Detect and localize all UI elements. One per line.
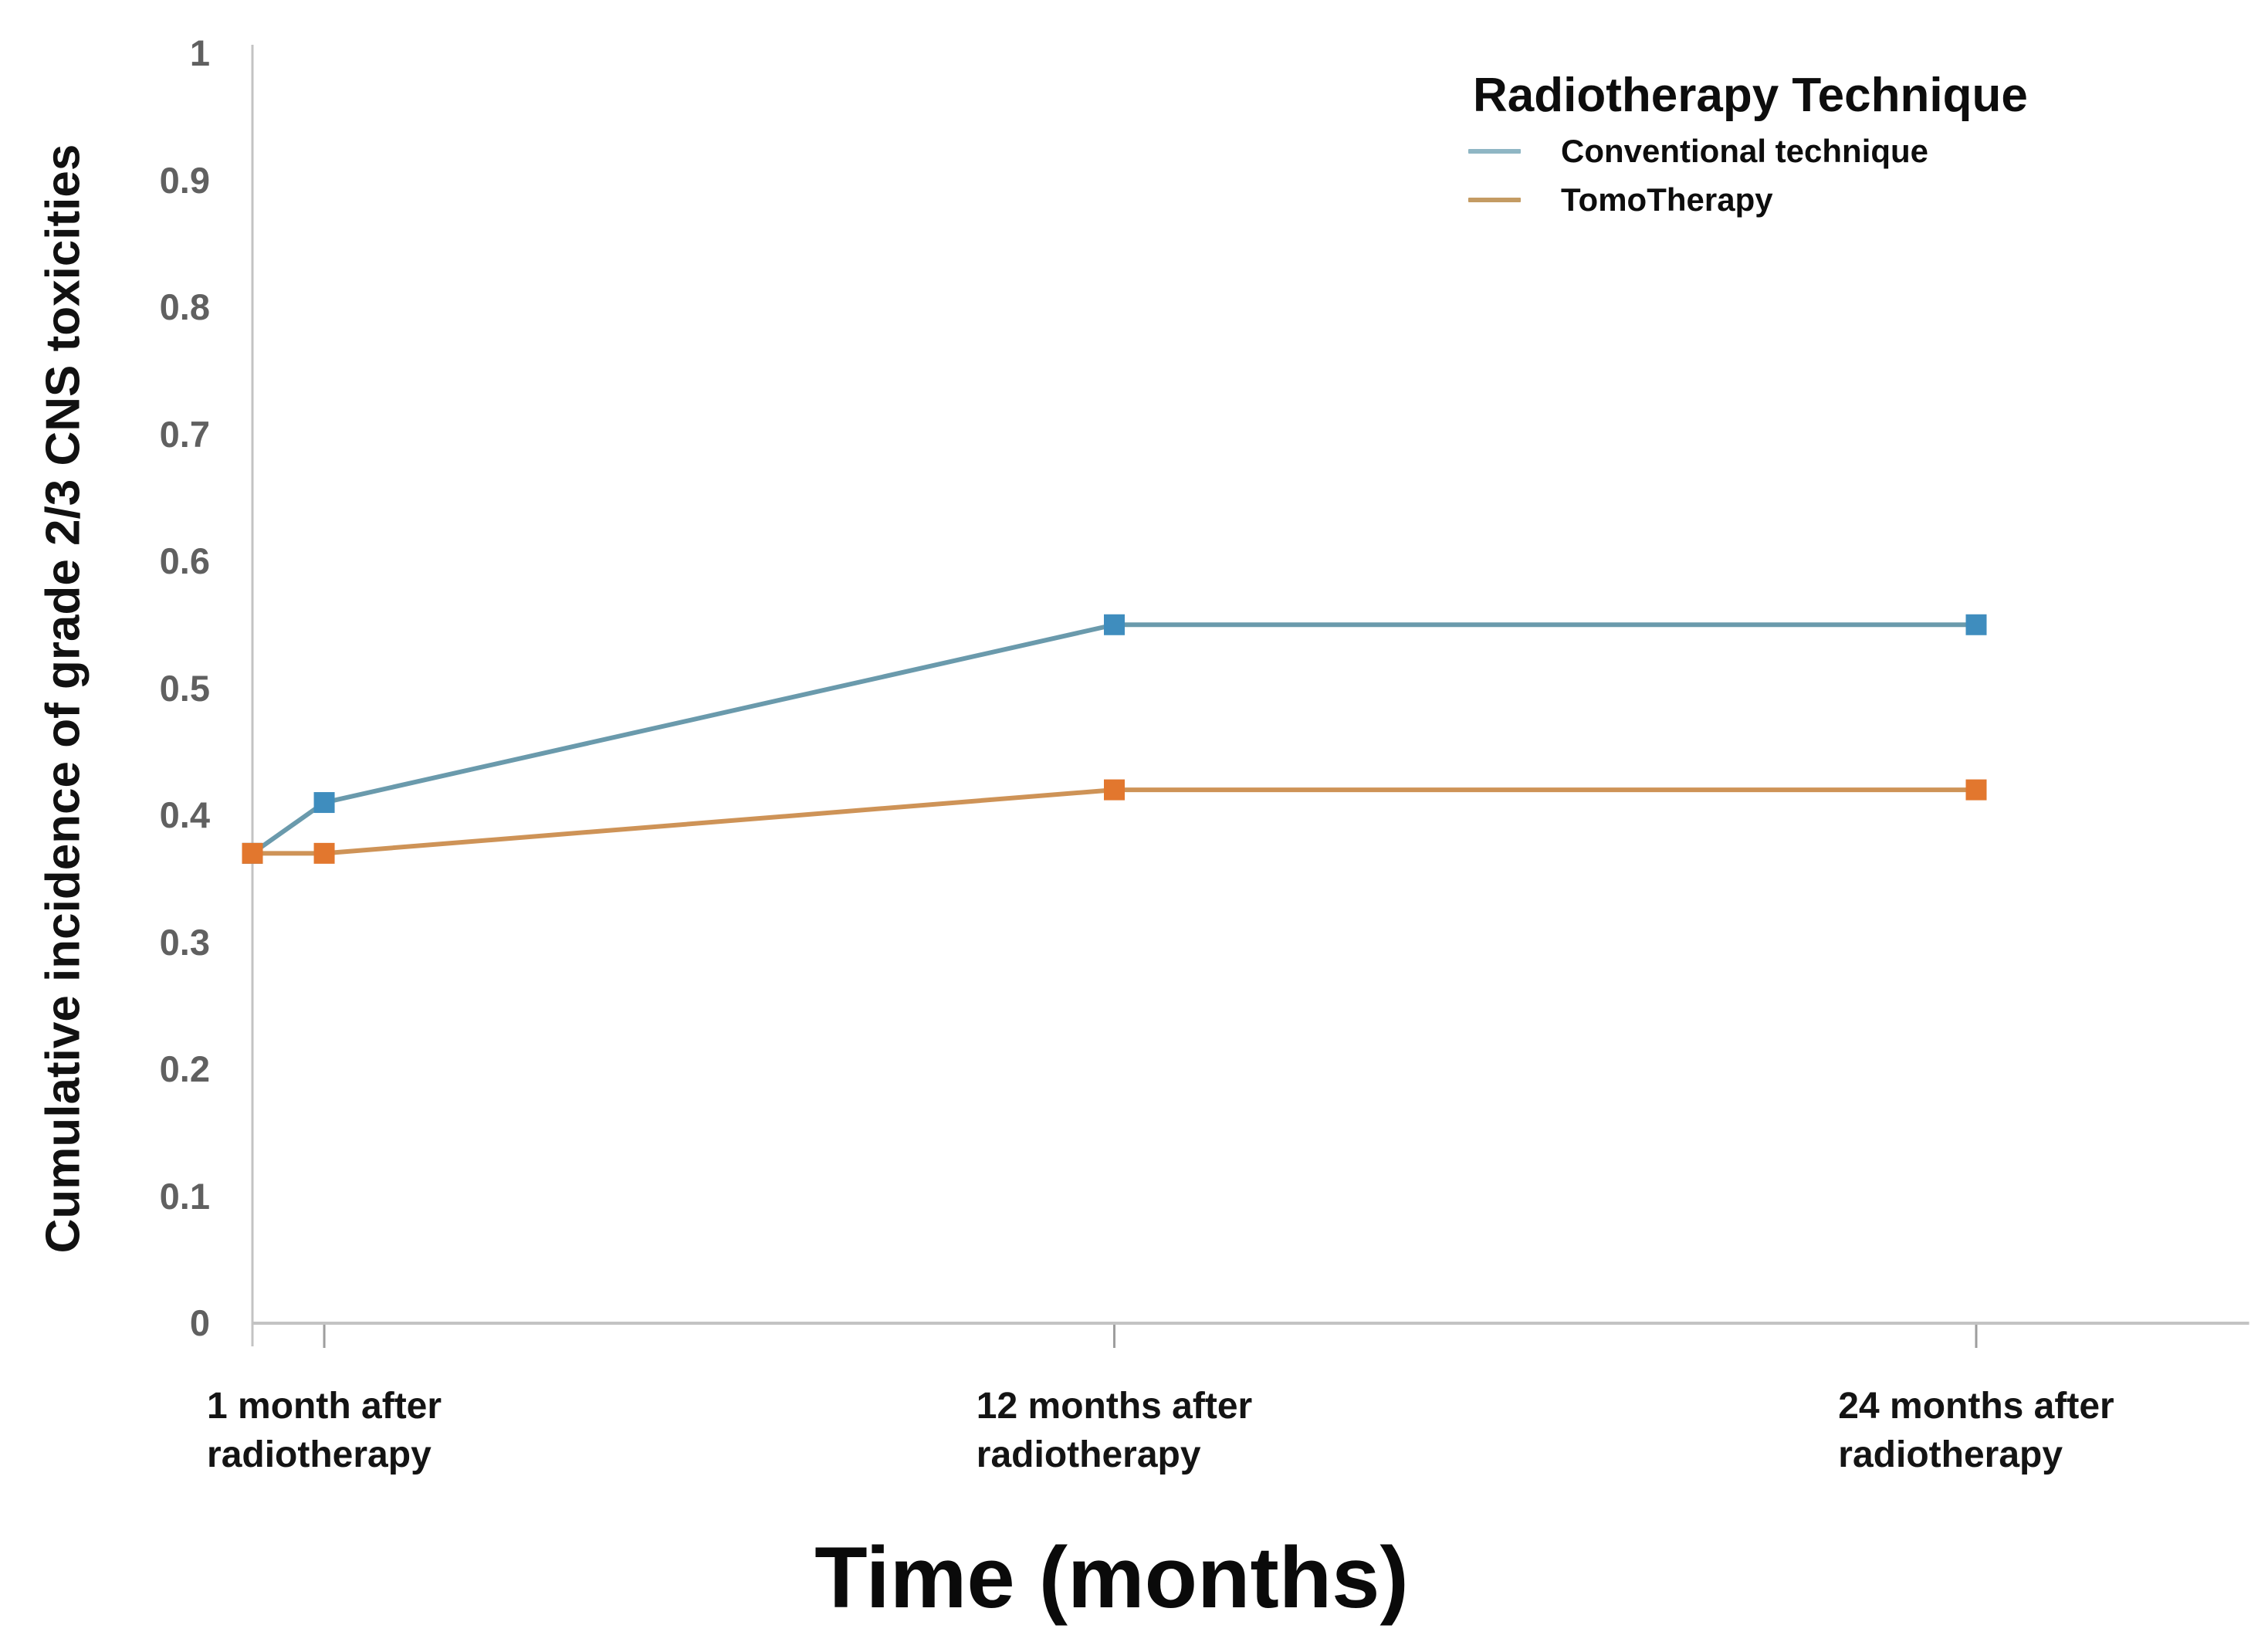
x-tick-label-1-month: 1 month after radiotherapy bbox=[207, 1382, 442, 1479]
y-tick-label: 0.6 bbox=[159, 540, 210, 581]
x-tick-label-line: radiotherapy bbox=[1838, 1434, 2063, 1475]
data-point-marker bbox=[313, 792, 335, 814]
legend-title: Radiotherapy Technique bbox=[1473, 69, 2028, 122]
x-tick-label-line: 1 month after bbox=[207, 1386, 442, 1427]
y-tick-label: 0.2 bbox=[159, 1048, 210, 1089]
data-point-marker bbox=[242, 842, 263, 864]
y-tick-label: 0.5 bbox=[159, 667, 210, 709]
y-tick-label: 1 bbox=[189, 32, 210, 73]
data-point-marker bbox=[1104, 779, 1125, 801]
data-point-marker bbox=[1965, 614, 1987, 635]
legend-swatch-conventional-line-icon bbox=[1468, 148, 1521, 154]
y-tick-label: 0.7 bbox=[159, 413, 210, 455]
data-point-marker bbox=[313, 842, 335, 864]
y-tick-label: 0.1 bbox=[159, 1175, 210, 1217]
y-tick-label: 0.8 bbox=[159, 286, 210, 327]
legend-swatch-tomotherapy-line-icon bbox=[1468, 197, 1521, 202]
y-tick-label: 0.9 bbox=[159, 159, 210, 201]
legend-item-label: TomoTherapy bbox=[1561, 181, 1773, 218]
y-tick-label: 0.4 bbox=[159, 794, 210, 835]
x-axis-title: Time (months) bbox=[814, 1529, 1409, 1626]
series-line-tomotherapy bbox=[252, 787, 1976, 856]
x-tick-label-line: radiotherapy bbox=[207, 1434, 432, 1475]
y-tick-label: 0 bbox=[189, 1302, 210, 1343]
legend-item-conventional: Conventional technique bbox=[1468, 127, 1928, 175]
x-tick-label-line: 12 months after bbox=[976, 1386, 1253, 1427]
x-tick-label-24-months: 24 months after radiotherapy bbox=[1838, 1382, 2114, 1479]
legend-item-tomotherapy: TomoTherapy bbox=[1468, 175, 1928, 224]
series-line-conventional-technique bbox=[251, 622, 1976, 855]
legend-item-label: Conventional technique bbox=[1561, 132, 1929, 169]
legend-items: Conventional technique TomoTherapy bbox=[1468, 127, 1928, 224]
x-tick-label-line: 24 months after bbox=[1838, 1386, 2114, 1427]
y-tick-label: 0.3 bbox=[159, 921, 210, 963]
x-tick-label-line: radiotherapy bbox=[976, 1434, 1201, 1475]
data-point-marker bbox=[1104, 614, 1125, 635]
data-point-marker bbox=[1965, 779, 1987, 801]
x-tick-label-12-months: 12 months after radiotherapy bbox=[977, 1382, 1252, 1479]
